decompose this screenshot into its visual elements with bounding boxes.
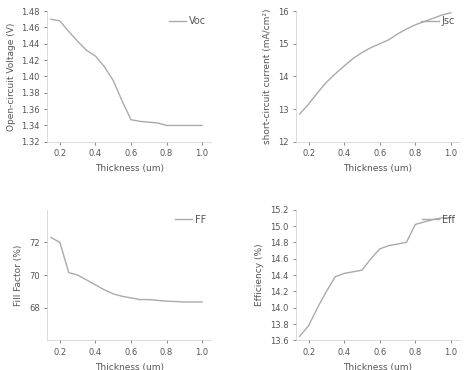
X-axis label: Thickness (um): Thickness (um) <box>95 164 164 173</box>
Y-axis label: Open-circuit Voltage (V): Open-circuit Voltage (V) <box>7 22 16 131</box>
X-axis label: Thickness (um): Thickness (um) <box>344 363 412 370</box>
Y-axis label: Fill Factor (%): Fill Factor (%) <box>14 244 23 306</box>
Y-axis label: Efficiency (%): Efficiency (%) <box>255 244 264 306</box>
Legend: Voc: Voc <box>165 12 210 30</box>
X-axis label: Thickness (um): Thickness (um) <box>344 164 412 173</box>
Y-axis label: short-circuit current (mA/cm²): short-circuit current (mA/cm²) <box>264 9 273 144</box>
Legend: FF: FF <box>171 211 210 229</box>
Legend: Jsc: Jsc <box>417 12 459 30</box>
X-axis label: Thickness (um): Thickness (um) <box>95 363 164 370</box>
Legend: Eff: Eff <box>418 211 459 229</box>
